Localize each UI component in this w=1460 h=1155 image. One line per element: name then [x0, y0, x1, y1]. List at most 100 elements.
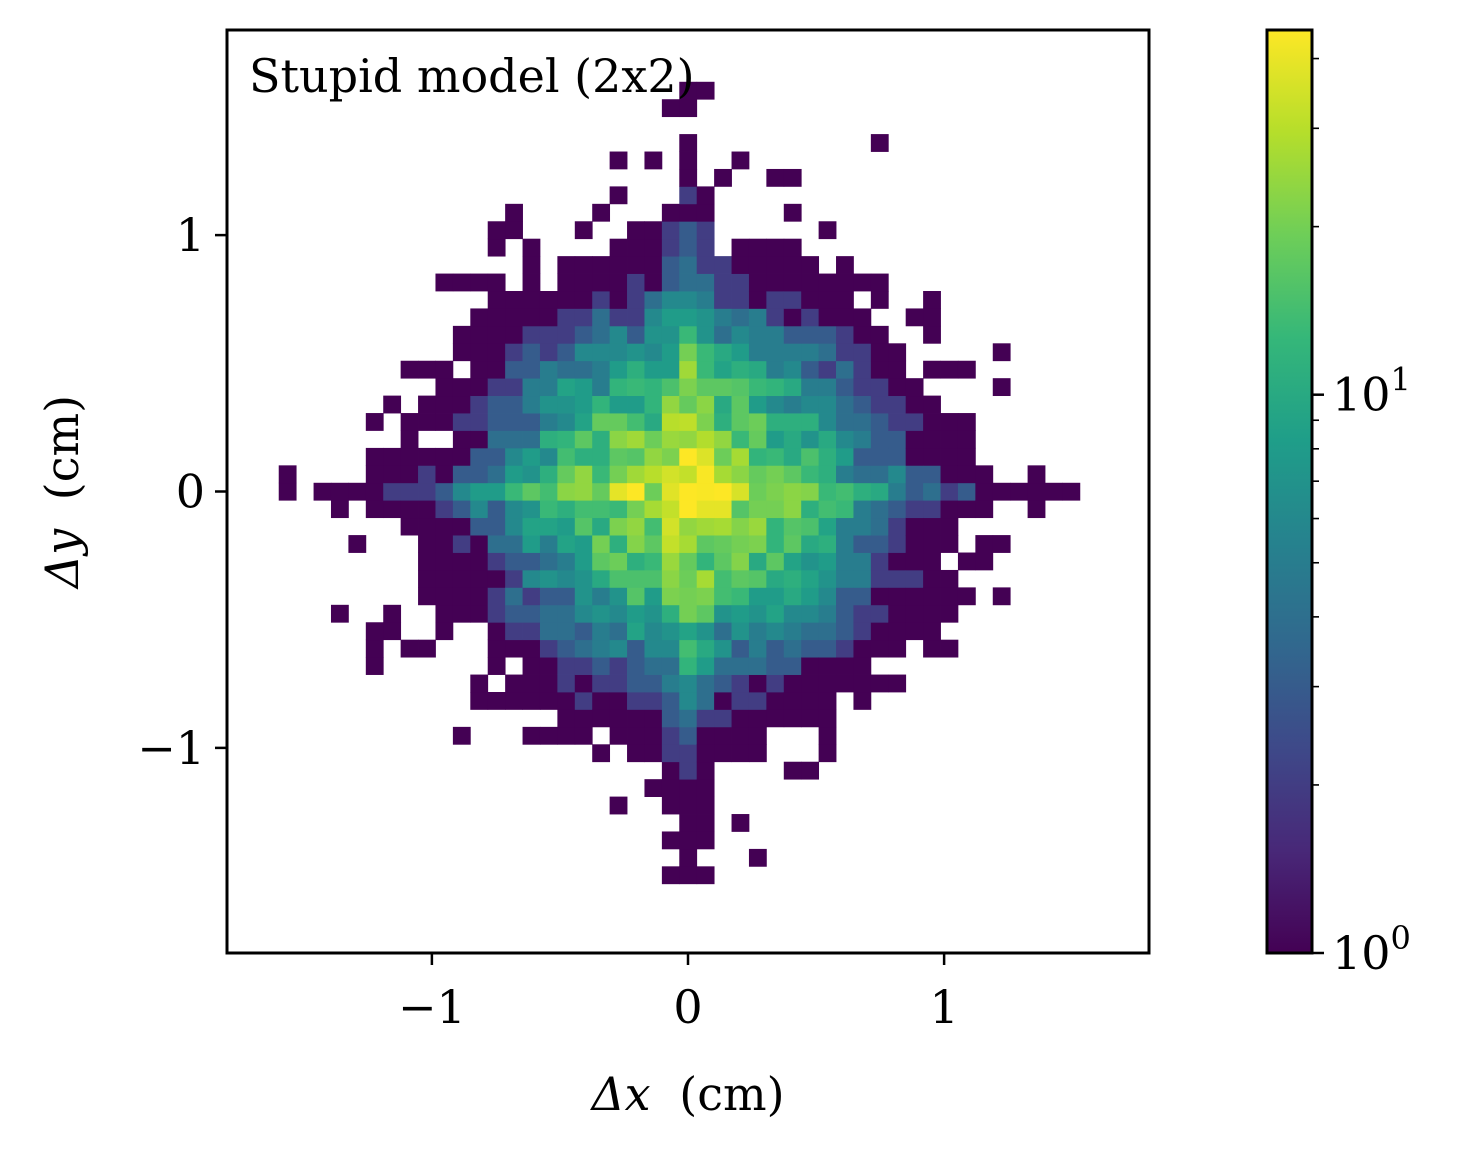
heatmap-cell — [557, 674, 576, 693]
heatmap-cell — [783, 761, 802, 780]
heatmap-cell — [905, 482, 924, 501]
heatmap-cell — [470, 465, 489, 484]
heatmap-cell — [818, 604, 837, 623]
heatmap-cell — [783, 256, 802, 274]
heatmap-cell — [818, 674, 837, 693]
heatmap-cell — [487, 639, 506, 658]
heatmap-cell — [661, 482, 680, 501]
heatmap-cell — [748, 848, 767, 867]
heatmap-cell — [557, 587, 576, 606]
heatmap-cell — [574, 343, 593, 362]
heatmap-cell — [783, 517, 802, 536]
heatmap-cell — [627, 256, 645, 274]
heatmap-cell — [923, 639, 941, 658]
heatmap-cell — [539, 482, 558, 501]
heatmap-cell — [609, 360, 628, 379]
heatmap-cell — [522, 674, 541, 693]
heatmap-cell — [731, 291, 750, 309]
heatmap-cell — [452, 465, 471, 484]
heatmap-cell — [383, 482, 402, 501]
heatmap-cell — [766, 378, 785, 397]
heatmap-cell — [870, 325, 889, 344]
heatmap-cell — [452, 569, 471, 588]
heatmap-cell — [731, 744, 750, 763]
heatmap-cell — [627, 308, 645, 327]
heatmap-cell — [975, 500, 994, 519]
heatmap-cell — [714, 535, 732, 553]
heatmap-cell — [522, 325, 541, 344]
heatmap-cell — [383, 622, 402, 641]
heatmap-cell — [801, 500, 820, 519]
heatmap-cell — [870, 395, 889, 414]
heatmap-cell — [557, 726, 576, 745]
heatmap-cell — [923, 413, 941, 431]
heatmap-cell — [470, 273, 489, 292]
heatmap-cell — [714, 308, 732, 327]
heatmap-cell — [400, 500, 419, 519]
heatmap-cell — [766, 413, 785, 431]
heatmap-cell — [696, 587, 715, 606]
heatmap-cell — [818, 535, 837, 553]
heatmap-cell — [487, 517, 506, 536]
heatmap-cell — [592, 500, 611, 519]
heatmap-cell — [539, 604, 558, 623]
heatmap-cell — [522, 343, 541, 362]
heatmap-cell — [748, 465, 767, 484]
heatmap-cell — [783, 308, 802, 327]
heatmap-cell — [870, 552, 889, 571]
heatmap-cell — [714, 465, 732, 484]
heatmap-cell — [574, 378, 593, 397]
heatmap-cell — [679, 238, 698, 257]
heatmap-cell — [574, 325, 593, 344]
heatmap-cell — [627, 692, 645, 710]
heatmap-cell — [609, 796, 628, 815]
heatmap-cell — [661, 761, 680, 780]
heatmap-cell — [905, 622, 924, 641]
heatmap-cell — [574, 674, 593, 693]
heatmap-cell — [487, 413, 506, 431]
heatmap-cell — [644, 517, 663, 536]
heatmap-cell — [679, 273, 698, 292]
heatmap-cell — [679, 378, 698, 397]
heatmap-cell — [539, 325, 558, 344]
heatmap-cell — [592, 430, 611, 449]
heatmap-cell — [574, 413, 593, 431]
heatmap-cell — [418, 500, 436, 519]
heatmap-cell — [731, 238, 750, 257]
heatmap-cell — [714, 500, 732, 519]
heatmap-cell — [418, 639, 436, 658]
heatmap-cell — [574, 569, 593, 588]
heatmap-cell — [853, 517, 872, 536]
heatmap-cell — [731, 726, 750, 745]
heatmap-cell — [731, 430, 750, 449]
heatmap-cell — [644, 413, 663, 431]
heatmap-cell — [905, 569, 924, 588]
heatmap-cell — [905, 552, 924, 571]
heatmap-cell — [505, 430, 523, 449]
heatmap-cell — [679, 308, 698, 327]
heatmap-cell — [592, 517, 611, 536]
heatmap-cell — [644, 639, 663, 658]
heatmap-cell — [609, 447, 628, 466]
heatmap-cell — [592, 622, 611, 641]
heatmap-cell — [888, 378, 907, 397]
heatmap-cell — [418, 482, 436, 501]
heatmap-cell — [505, 360, 523, 379]
heatmap-cell — [418, 535, 436, 553]
y-axis-label: Δy (cm) — [35, 395, 89, 590]
heatmap-cell — [435, 447, 454, 466]
heatmap-cell — [957, 430, 976, 449]
heatmap-cell — [609, 273, 628, 292]
heatmap-cell — [940, 360, 959, 379]
heatmap-cell — [470, 308, 489, 327]
heatmap-cell — [679, 395, 698, 414]
heatmap-cell — [470, 569, 489, 588]
heatmap-cell — [818, 726, 837, 745]
heatmap-cell — [418, 413, 436, 431]
heatmap-cell — [539, 378, 558, 397]
heatmap-cell — [696, 535, 715, 553]
heatmap-cell — [505, 343, 523, 362]
heatmap-cell — [1027, 482, 1046, 501]
heatmap-cell — [766, 256, 785, 274]
heatmap-cell — [661, 343, 680, 362]
